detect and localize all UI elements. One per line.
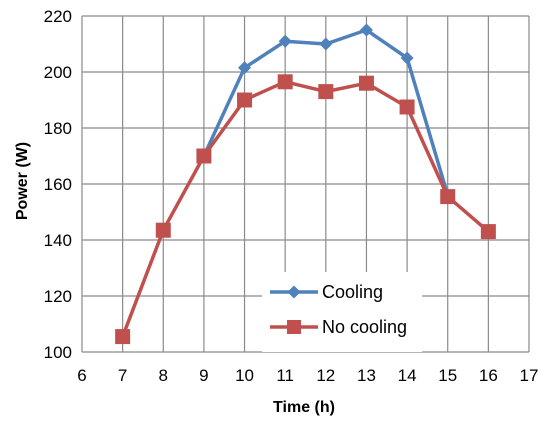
x-tick-label: 6 xyxy=(77,366,86,385)
x-tick-label: 17 xyxy=(520,366,539,385)
data-point-cooling xyxy=(319,37,333,51)
series-line-no-cooling xyxy=(121,80,490,338)
x-tick-label: 15 xyxy=(438,366,457,385)
legend-box xyxy=(262,272,422,352)
x-tick-label: 7 xyxy=(118,366,127,385)
data-point-no-cooling xyxy=(318,84,334,100)
data-point-no-cooling xyxy=(115,329,131,345)
data-point-cooling xyxy=(278,34,292,48)
legend-label-no-cooling: No cooling xyxy=(322,317,407,337)
data-point-no-cooling xyxy=(358,75,374,91)
y-tick-label: 160 xyxy=(44,175,72,194)
data-point-no-cooling xyxy=(440,189,456,205)
legend-marker-no-cooling xyxy=(287,320,301,334)
data-point-no-cooling xyxy=(399,99,415,115)
tick-labels: 6 7 8 9 10 11 12 13 14 15 16 17 100 120 140 160 180 200 22… xyxy=(44,7,539,385)
data-point-no-cooling xyxy=(480,224,496,240)
x-tick-label: 12 xyxy=(316,366,335,385)
data-point-cooling xyxy=(359,23,373,37)
legend-marker-cooling xyxy=(287,285,301,299)
x-tick-label: 11 xyxy=(276,366,294,385)
y-axis-title: Power (W) xyxy=(14,142,31,220)
x-tick-label: 10 xyxy=(235,366,254,385)
data-point-no-cooling xyxy=(277,74,293,90)
y-tick-label: 120 xyxy=(44,287,72,306)
x-tick-label: 16 xyxy=(479,366,498,385)
data-point-cooling xyxy=(400,51,414,65)
y-tick-label: 140 xyxy=(44,231,72,250)
legend: Cooling No cooling xyxy=(262,272,422,352)
x-tick-label: 9 xyxy=(199,366,208,385)
y-tick-label: 180 xyxy=(44,119,72,138)
legend-label-cooling: Cooling xyxy=(322,282,383,302)
data-point-no-cooling xyxy=(155,222,171,238)
data-point-no-cooling xyxy=(237,92,253,108)
y-tick-label: 200 xyxy=(44,63,72,82)
data-point-no-cooling xyxy=(196,148,212,164)
y-tick-label: 220 xyxy=(44,7,72,26)
x-tick-label: 8 xyxy=(159,366,168,385)
x-axis-title: Time (h) xyxy=(273,399,335,416)
x-tick-label: 14 xyxy=(398,366,417,385)
x-tick-label: 13 xyxy=(357,366,376,385)
series xyxy=(115,23,496,345)
y-tick-label: 100 xyxy=(44,343,72,362)
data-point-cooling xyxy=(238,61,252,75)
